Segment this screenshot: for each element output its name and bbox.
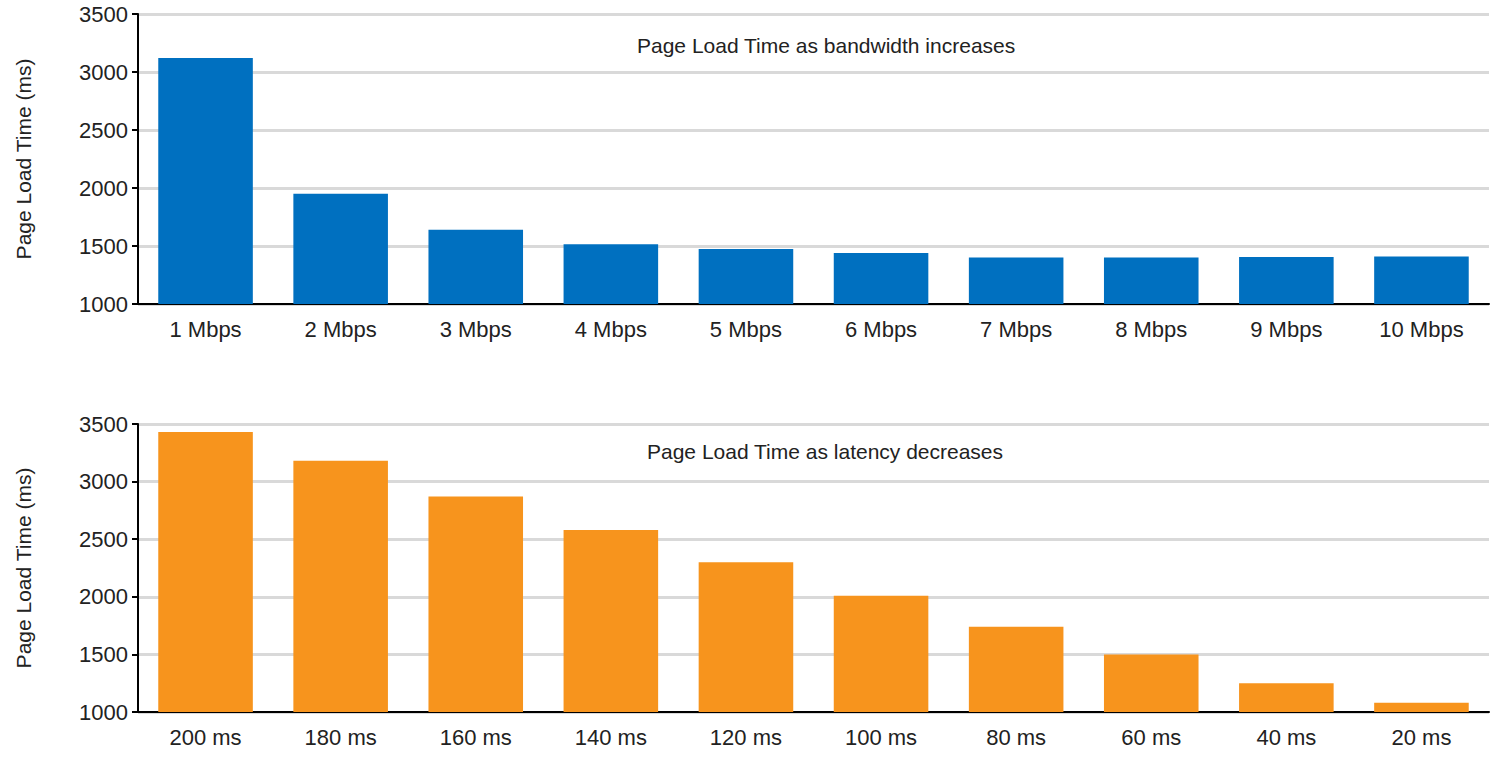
svg-text:3500: 3500 bbox=[79, 412, 128, 437]
svg-text:100 ms: 100 ms bbox=[845, 725, 917, 750]
svg-text:2 Mbps: 2 Mbps bbox=[305, 317, 377, 342]
svg-text:5 Mbps: 5 Mbps bbox=[710, 317, 782, 342]
svg-text:7 Mbps: 7 Mbps bbox=[980, 317, 1052, 342]
svg-text:3 Mbps: 3 Mbps bbox=[440, 317, 512, 342]
svg-text:10 Mbps: 10 Mbps bbox=[1379, 317, 1463, 342]
svg-text:2000: 2000 bbox=[79, 584, 128, 609]
svg-text:2500: 2500 bbox=[79, 118, 128, 143]
svg-text:120 ms: 120 ms bbox=[710, 725, 782, 750]
svg-text:2500: 2500 bbox=[79, 527, 128, 552]
svg-text:20 ms: 20 ms bbox=[1391, 725, 1451, 750]
svg-text:6 Mbps: 6 Mbps bbox=[845, 317, 917, 342]
svg-text:Page Load Time as latency decr: Page Load Time as latency decreases bbox=[647, 440, 1003, 463]
svg-text:1000: 1000 bbox=[79, 292, 128, 317]
svg-text:180 ms: 180 ms bbox=[305, 725, 377, 750]
svg-text:1500: 1500 bbox=[79, 642, 128, 667]
svg-text:140 ms: 140 ms bbox=[575, 725, 647, 750]
svg-text:Page Load Time as bandwidth in: Page Load Time as bandwidth increases bbox=[637, 34, 1015, 57]
svg-text:40 ms: 40 ms bbox=[1256, 725, 1316, 750]
svg-text:Page Load Time (ms): Page Load Time (ms) bbox=[12, 59, 35, 260]
svg-text:60 ms: 60 ms bbox=[1121, 725, 1181, 750]
svg-text:3000: 3000 bbox=[79, 60, 128, 85]
svg-text:9 Mbps: 9 Mbps bbox=[1250, 317, 1322, 342]
svg-text:8 Mbps: 8 Mbps bbox=[1115, 317, 1187, 342]
svg-text:200 ms: 200 ms bbox=[169, 725, 241, 750]
svg-text:3000: 3000 bbox=[79, 469, 128, 494]
svg-text:1500: 1500 bbox=[79, 234, 128, 259]
svg-text:1 Mbps: 1 Mbps bbox=[169, 317, 241, 342]
svg-text:2000: 2000 bbox=[79, 176, 128, 201]
svg-text:160 ms: 160 ms bbox=[440, 725, 512, 750]
svg-text:80 ms: 80 ms bbox=[986, 725, 1046, 750]
svg-text:4 Mbps: 4 Mbps bbox=[575, 317, 647, 342]
svg-text:1000: 1000 bbox=[79, 700, 128, 725]
svg-text:Page Load Time (ms): Page Load Time (ms) bbox=[12, 468, 35, 669]
svg-text:3500: 3500 bbox=[79, 2, 128, 27]
